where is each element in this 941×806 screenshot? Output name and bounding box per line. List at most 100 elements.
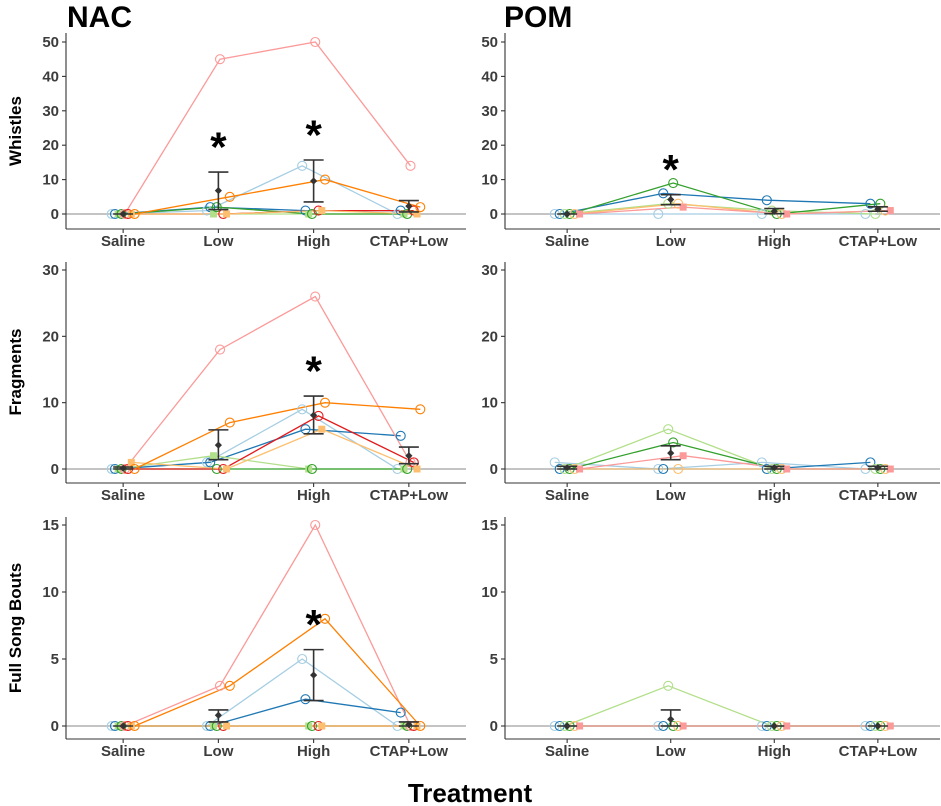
data-point-circle bbox=[319, 397, 331, 408]
x-tick-label: Saline bbox=[101, 233, 145, 250]
series-line bbox=[131, 428, 418, 470]
y-tick-label: 10 bbox=[42, 584, 59, 601]
x-tick-label: Low bbox=[203, 487, 233, 504]
data-point-circle bbox=[224, 191, 235, 202]
significance-asterisk: * bbox=[210, 124, 227, 171]
significance-asterisk: * bbox=[305, 111, 322, 158]
data-point-square bbox=[223, 465, 231, 473]
data-points bbox=[106, 291, 426, 475]
data-point-square bbox=[400, 465, 408, 473]
mean-marker bbox=[310, 177, 318, 185]
data-point-circle bbox=[201, 457, 213, 468]
y-tick-label: 10 bbox=[481, 395, 498, 412]
data-point-circle bbox=[653, 463, 664, 475]
y-tick-label: 20 bbox=[481, 328, 498, 345]
y-tick-label: 10 bbox=[42, 395, 59, 412]
y-tick-label: 0 bbox=[51, 718, 59, 735]
series-line bbox=[134, 178, 421, 215]
data-point-circle bbox=[402, 208, 413, 220]
data-point-square bbox=[209, 452, 217, 460]
series-lines bbox=[111, 295, 421, 470]
series-line bbox=[569, 182, 881, 215]
data-point-square bbox=[413, 465, 421, 473]
data-point-circle bbox=[405, 457, 416, 468]
x-tick-label: CTAP+Low bbox=[370, 743, 449, 760]
panel-pom-fragments: 0 10 20 30 Saline Low High CTAP+Low bbox=[481, 262, 940, 504]
series-lines bbox=[111, 523, 421, 727]
mean-marker bbox=[563, 722, 571, 730]
x-tick-label: Saline bbox=[101, 487, 145, 504]
mean-marker bbox=[667, 449, 675, 457]
data-point-square bbox=[305, 465, 313, 473]
x-tick-label: CTAP+Low bbox=[839, 487, 918, 504]
y-tick-label: 15 bbox=[42, 517, 59, 534]
data-point-circle bbox=[306, 463, 318, 475]
data-point-square bbox=[209, 722, 217, 730]
data-point-square bbox=[305, 722, 313, 730]
mean-marker bbox=[214, 441, 222, 449]
data-point-square bbox=[576, 465, 584, 473]
series-line bbox=[124, 41, 412, 215]
y-tick-label: 0 bbox=[490, 461, 498, 478]
x-tick-label: CTAP+Low bbox=[370, 487, 449, 504]
column-title-nac: NAC bbox=[67, 1, 132, 34]
y-tick-label: 50 bbox=[481, 34, 498, 51]
mean-marker bbox=[874, 205, 882, 213]
data-point-circle bbox=[211, 202, 222, 213]
y-tick-label: 15 bbox=[481, 517, 498, 534]
y-tick-label: 20 bbox=[42, 328, 59, 345]
series-line bbox=[564, 685, 876, 727]
data-point-square bbox=[305, 210, 313, 218]
series-line bbox=[559, 192, 871, 215]
mean-marker bbox=[310, 411, 318, 419]
data-point-circle bbox=[756, 457, 767, 468]
y-tick-label: 20 bbox=[42, 137, 59, 154]
data-point-circle bbox=[663, 424, 674, 435]
data-point-square bbox=[318, 722, 326, 730]
series-lines bbox=[554, 182, 891, 215]
data-point-square bbox=[576, 722, 584, 730]
significance-asterisk: * bbox=[663, 146, 680, 193]
y-tick-label: 30 bbox=[42, 103, 59, 120]
y-tick-label: 40 bbox=[481, 68, 498, 85]
y-tick-label: 30 bbox=[481, 103, 498, 120]
series-line bbox=[124, 295, 412, 470]
y-tick-label: 10 bbox=[481, 584, 498, 601]
data-point-circle bbox=[658, 188, 669, 199]
mean-marker bbox=[563, 210, 571, 218]
x-tick-label: Low bbox=[203, 743, 233, 760]
data-point-circle bbox=[211, 463, 222, 475]
data-point-square bbox=[223, 722, 231, 730]
y-tick-label: 0 bbox=[490, 718, 498, 735]
x-tick-label: Saline bbox=[101, 743, 145, 760]
mean-marker bbox=[405, 721, 413, 729]
data-point-circle bbox=[214, 680, 226, 691]
x-axis-title: Treatment bbox=[408, 778, 533, 806]
data-point-circle bbox=[663, 680, 674, 691]
mean-summary: * * bbox=[113, 111, 419, 218]
x-tick-label: High bbox=[758, 743, 791, 760]
data-point-circle bbox=[668, 177, 679, 189]
x-tick-label: Low bbox=[656, 233, 686, 250]
x-tick-label: CTAP+Low bbox=[839, 233, 918, 250]
data-point-circle bbox=[297, 160, 308, 171]
data-point-circle bbox=[402, 463, 413, 475]
x-tick-label: Low bbox=[656, 487, 686, 504]
data-point-circle bbox=[860, 208, 871, 220]
mean-marker bbox=[119, 210, 127, 218]
x-tick-label: Low bbox=[203, 233, 233, 250]
data-point-square bbox=[783, 210, 791, 218]
mean-marker bbox=[119, 722, 127, 730]
data-point-circle bbox=[310, 36, 321, 48]
mean-summary: * bbox=[113, 601, 419, 730]
x-tick-label: High bbox=[297, 487, 330, 504]
panel-pom-whistles: 0 10 20 30 40 50 Saline Low High CTAP+Low * bbox=[481, 33, 940, 250]
x-tick-label: Saline bbox=[545, 743, 589, 760]
data-point-circle bbox=[415, 202, 426, 213]
data-point-square bbox=[679, 452, 687, 460]
series-lines bbox=[554, 428, 891, 470]
mean-marker bbox=[119, 464, 127, 472]
x-tick-label: CTAP+Low bbox=[839, 743, 918, 760]
y-tick-label: 30 bbox=[42, 262, 59, 279]
data-point-circle bbox=[310, 291, 321, 302]
